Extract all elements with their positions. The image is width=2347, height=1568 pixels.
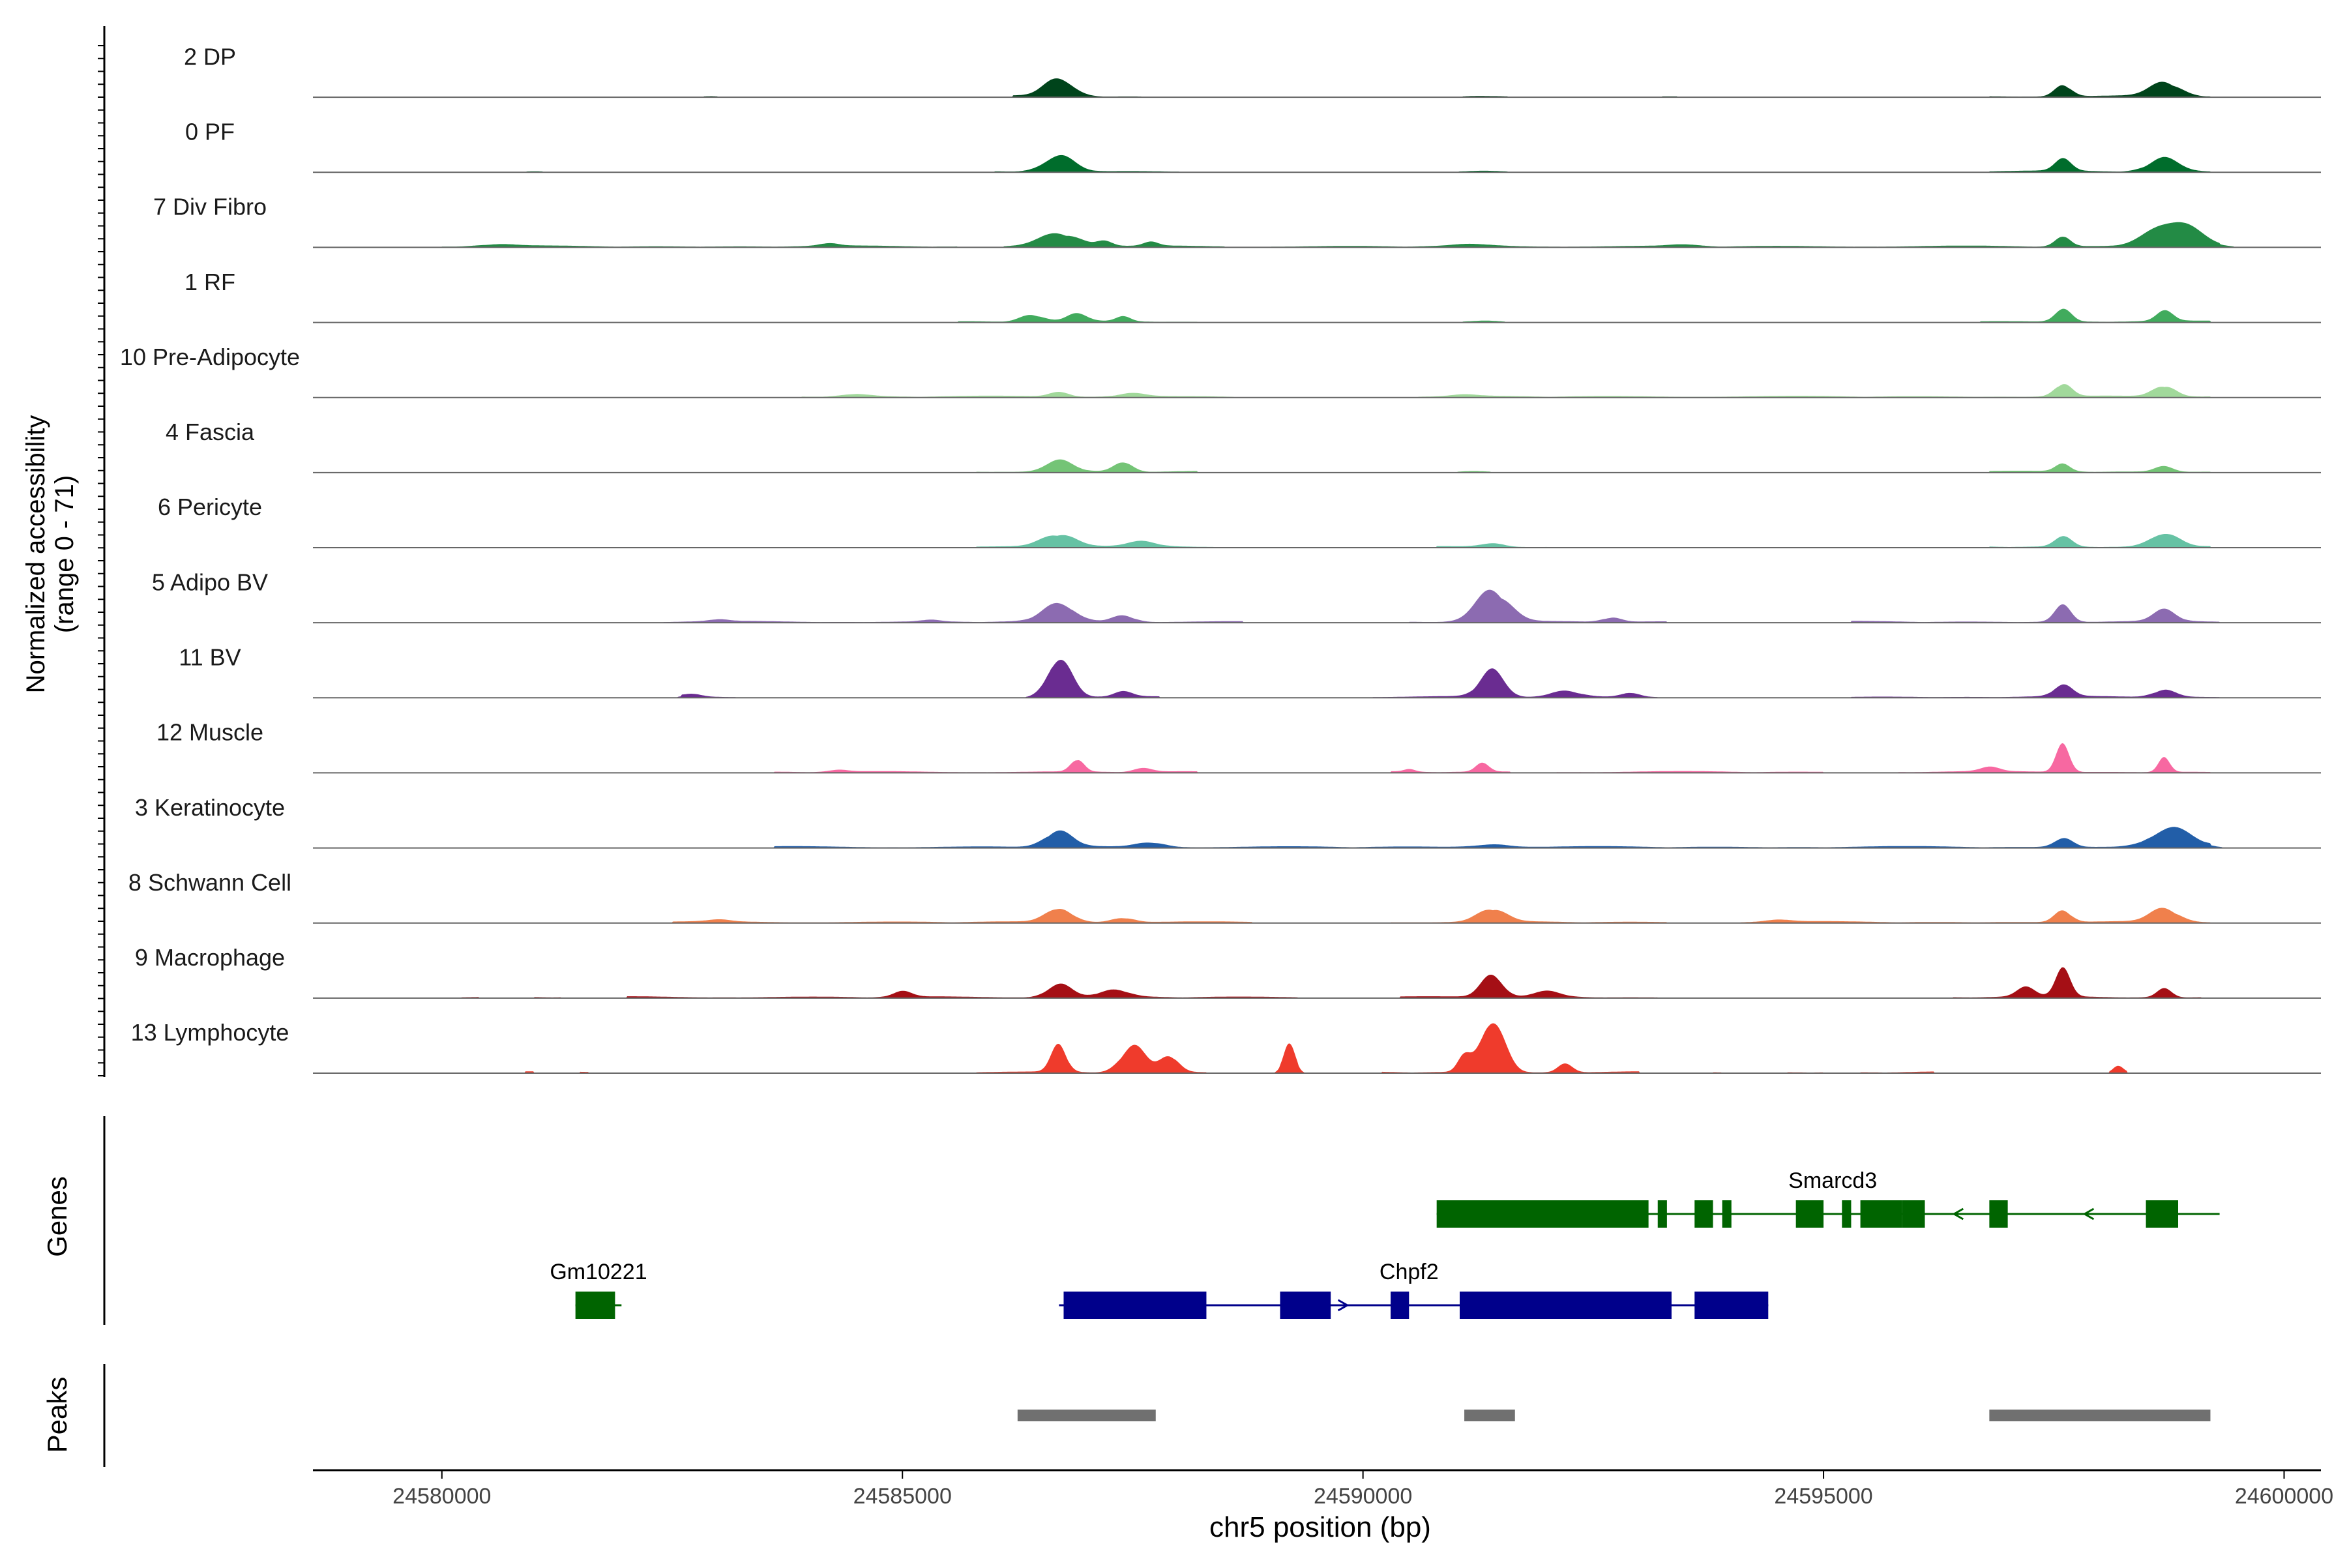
track-label: 9 Macrophage xyxy=(135,944,285,971)
gene-exon xyxy=(1280,1292,1331,1319)
x-axis-label: chr5 position (bp) xyxy=(1209,1511,1431,1543)
track-label: 7 Div Fibro xyxy=(153,194,267,220)
genes-panel-label: Genes xyxy=(42,1176,72,1257)
gene-exon xyxy=(1436,1200,1649,1228)
track-label: 10 Pre-Adipocyte xyxy=(120,344,300,370)
peaks-panel-label: Peaks xyxy=(42,1377,72,1453)
coverage-area-8 xyxy=(313,660,2321,698)
track-label: 4 Fascia xyxy=(166,419,255,445)
track-label: 8 Schwann Cell xyxy=(128,869,291,896)
gene-exon xyxy=(2146,1200,2179,1228)
coverage-area-2 xyxy=(313,222,2321,248)
gene-exon xyxy=(1842,1200,1852,1228)
y-axis-label: Normalized accessibility xyxy=(22,415,50,694)
x-axis: 24580000 24585000 24590000 24595000 24600000 xyxy=(313,1469,2333,1509)
gene-exon xyxy=(1063,1292,1207,1319)
gene-name-label: Chpf2 xyxy=(1380,1260,1439,1284)
x-tick-label: 24595000 xyxy=(1774,1484,1872,1509)
gene-exon xyxy=(1722,1200,1732,1228)
track-label: 2 DP xyxy=(184,43,236,70)
strand-arrow xyxy=(1952,1207,1964,1220)
gene-exon xyxy=(1657,1200,1667,1228)
peak-region xyxy=(1989,1410,2211,1421)
track-label: 12 Muscle xyxy=(156,719,263,746)
gene-exon xyxy=(1989,1200,2008,1228)
track-label: 0 PF xyxy=(185,119,235,145)
track-label: 13 Lymphocyte xyxy=(131,1019,289,1046)
gene-name-label: Gm10221 xyxy=(550,1260,647,1284)
coverage-area-1 xyxy=(313,155,2321,173)
coverage-area-6 xyxy=(313,534,2321,548)
coverage-area-3 xyxy=(313,308,2321,323)
coverage-area-0 xyxy=(313,78,2321,98)
coverage-area-11 xyxy=(313,908,2321,923)
gene-exon xyxy=(1391,1292,1410,1319)
x-tick-label: 24585000 xyxy=(853,1484,952,1509)
peak-region xyxy=(1464,1410,1515,1421)
coverage-area-5 xyxy=(313,459,2321,473)
track-label: 5 Adipo BV xyxy=(152,569,268,595)
coverage-area-12 xyxy=(313,967,2321,998)
peak-region xyxy=(1017,1410,1156,1421)
strand-arrow xyxy=(1337,1299,1350,1312)
track-label: 3 Keratinocyte xyxy=(135,794,285,821)
x-tick-label: 24590000 xyxy=(1314,1484,1412,1509)
gene-exon xyxy=(1694,1200,1713,1228)
genes-track: Smarcd3 Gm10221 Chpf2 xyxy=(103,1116,2220,1325)
track-label: 11 BV xyxy=(179,644,241,671)
gene-exon xyxy=(1902,1200,1925,1228)
y-axis-label-range: (range 0 - 71) xyxy=(50,475,79,633)
coverage-tracks: 2 DP 0 PF 7 Div Fibro 1 RF 10 Pre-Adipocyte 4… xyxy=(120,43,2321,1074)
coverage-area-13 xyxy=(313,1023,2321,1073)
peaks-track xyxy=(103,1364,2211,1467)
gene-exon xyxy=(1860,1200,1902,1228)
coverage-area-9 xyxy=(313,743,2321,773)
x-tick-label: 24600000 xyxy=(2235,1484,2333,1509)
coverage-area-7 xyxy=(313,589,2321,623)
x-tick-label: 24580000 xyxy=(392,1484,491,1509)
coverage-area-4 xyxy=(313,384,2321,398)
gene-exon xyxy=(1795,1200,1824,1228)
gene-exon xyxy=(1459,1292,1672,1319)
track-label: 1 RF xyxy=(185,269,235,295)
coverage-area-10 xyxy=(313,827,2321,848)
strand-arrow xyxy=(2082,1207,2095,1220)
track-label: 6 Pericyte xyxy=(158,494,262,520)
gene-exon xyxy=(575,1292,615,1319)
gene-name-label: Smarcd3 xyxy=(1788,1168,1877,1193)
gene-exon xyxy=(1694,1292,1769,1319)
y-axis xyxy=(98,26,106,1077)
